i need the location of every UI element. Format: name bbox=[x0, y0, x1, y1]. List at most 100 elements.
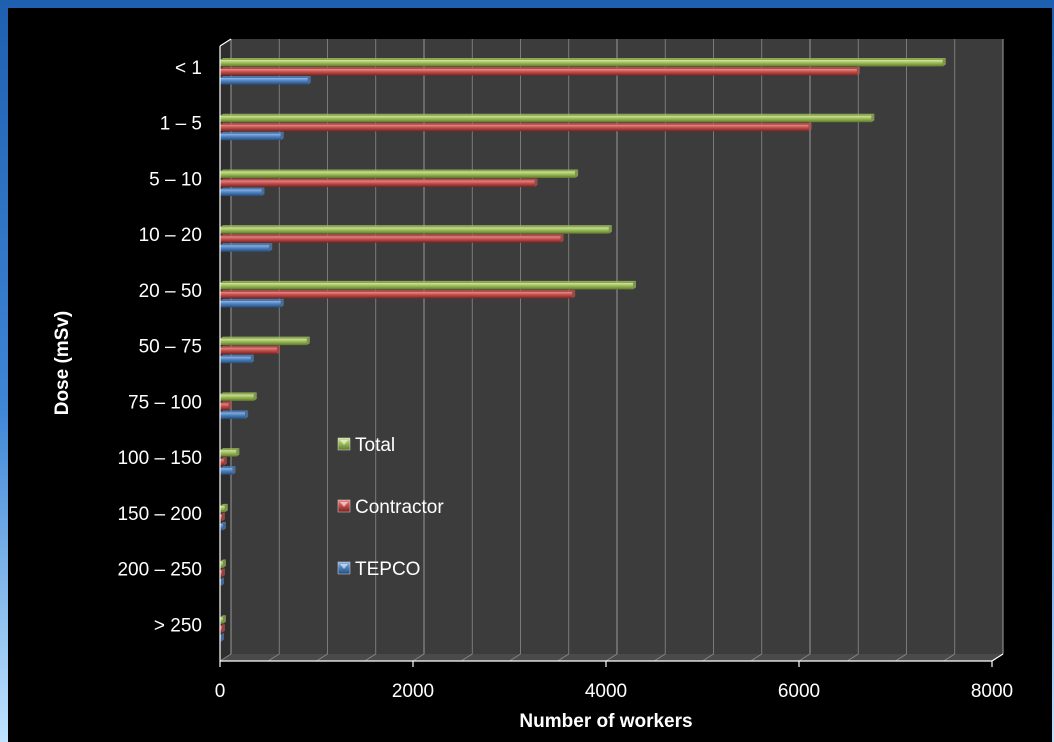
legend-swatch-shine bbox=[340, 440, 348, 445]
bar-total-5 bbox=[220, 338, 307, 346]
bar-tepco-8 bbox=[220, 523, 223, 531]
floor-gridline bbox=[412, 653, 425, 662]
bar-top-face bbox=[220, 76, 311, 78]
bar-end-face bbox=[253, 392, 257, 401]
bar-total-7 bbox=[220, 450, 237, 457]
bar-top-face bbox=[220, 280, 637, 283]
bar-top-face bbox=[220, 466, 236, 469]
bar-top-face bbox=[220, 354, 254, 357]
floor-gridline bbox=[798, 653, 811, 662]
bar-tepco-1 bbox=[220, 133, 281, 141]
x-axis-depth-line bbox=[991, 653, 1004, 662]
bar-end-face bbox=[276, 345, 280, 355]
bar-end-face bbox=[560, 234, 564, 243]
bar-end-face bbox=[222, 615, 226, 624]
bar-end-face bbox=[306, 336, 310, 346]
bar-end-face bbox=[245, 410, 249, 419]
floor-gridline bbox=[219, 653, 232, 662]
bar-end-face bbox=[228, 401, 232, 410]
x-tick-label: 6000 bbox=[778, 681, 820, 702]
bar-total-6 bbox=[220, 394, 254, 401]
floor-gridline bbox=[557, 653, 569, 662]
bar-tepco-5 bbox=[220, 356, 251, 364]
bar-top-face bbox=[220, 559, 226, 562]
bar-top-face bbox=[220, 336, 310, 339]
y-axis-depth-line bbox=[219, 38, 232, 47]
bar-top-face bbox=[220, 243, 273, 246]
bar-top-face bbox=[220, 131, 284, 134]
bar-contractor-6 bbox=[220, 403, 229, 410]
bar-end-face bbox=[575, 169, 579, 178]
bar-total-10 bbox=[220, 617, 223, 624]
bar-tepco-6 bbox=[220, 412, 246, 419]
bar-top-face bbox=[220, 345, 280, 348]
y-tick-label: 150 – 200 bbox=[117, 504, 202, 525]
bar-tepco-3 bbox=[220, 245, 270, 252]
bar-top-face bbox=[220, 67, 860, 69]
bar-top-face bbox=[220, 577, 224, 580]
bar-contractor-4 bbox=[220, 291, 573, 299]
bar-end-face bbox=[261, 187, 265, 196]
bar-top-face bbox=[220, 401, 232, 404]
floor-gridline bbox=[364, 653, 376, 662]
x-tick-label: 0 bbox=[215, 681, 226, 702]
bar-chart: < 1 1 – 5 5 – 10 10 – 20 20 – 50 50 – 75 75 – … bbox=[52, 38, 1013, 732]
bar-top-face bbox=[220, 392, 257, 395]
floor-gridline bbox=[461, 653, 473, 662]
bar-top-face bbox=[220, 234, 564, 237]
chart-area: < 1 1 – 5 5 – 10 10 – 20 20 – 50 50 – 75 75 – … bbox=[8, 8, 1052, 742]
bar-top-face bbox=[220, 178, 538, 181]
bar-contractor-1 bbox=[220, 124, 809, 132]
bar-end-face bbox=[232, 466, 236, 475]
bar-top-face bbox=[220, 503, 228, 506]
floor-gridline bbox=[750, 653, 762, 662]
bar-end-face bbox=[633, 280, 637, 290]
y-tick-label: 100 – 150 bbox=[117, 448, 202, 469]
bar-end-face bbox=[223, 457, 227, 466]
bar-contractor-10 bbox=[220, 626, 222, 633]
bar-top-face bbox=[220, 457, 227, 460]
legend-swatch-shine bbox=[340, 502, 348, 507]
bar-end-face bbox=[221, 568, 225, 578]
bar-total-2 bbox=[220, 171, 576, 178]
floor-gridline bbox=[268, 653, 280, 662]
bar-top-face bbox=[220, 512, 225, 515]
bar-total-0 bbox=[220, 60, 943, 67]
bar-end-face bbox=[220, 633, 224, 642]
bar-top-face bbox=[220, 615, 226, 618]
bar-tepco-7 bbox=[220, 468, 233, 475]
x-tick-label: 4000 bbox=[585, 681, 627, 702]
bar-end-face bbox=[856, 67, 860, 76]
bar-top-face bbox=[220, 122, 812, 125]
floor-gridline bbox=[509, 653, 521, 662]
y-tick-label: 20 – 50 bbox=[139, 281, 202, 302]
floor-gridline bbox=[316, 653, 328, 662]
bar-contractor-9 bbox=[220, 570, 222, 578]
bar-top-face bbox=[220, 448, 240, 451]
floor-gridline bbox=[943, 653, 955, 662]
bar-tepco-2 bbox=[220, 189, 262, 196]
bar-total-1 bbox=[220, 115, 872, 123]
bar-contractor-7 bbox=[220, 459, 224, 466]
bar-end-face bbox=[220, 577, 224, 587]
bar-top-face bbox=[220, 410, 249, 413]
floor-gridline bbox=[847, 653, 859, 662]
y-tick-label: 5 – 10 bbox=[149, 169, 202, 190]
floor-gridline bbox=[702, 653, 714, 662]
bar-end-face bbox=[280, 131, 284, 141]
y-axis-title: Dose (mSv) bbox=[52, 311, 73, 416]
y-tick-label: 200 – 250 bbox=[117, 560, 202, 581]
bar-end-face bbox=[250, 354, 254, 364]
bar-end-face bbox=[608, 225, 612, 234]
bar-end-face bbox=[221, 624, 225, 633]
bar-total-4 bbox=[220, 282, 634, 290]
y-tick-label: < 1 bbox=[175, 58, 202, 79]
floor-gridline bbox=[654, 653, 666, 662]
bar-top-face bbox=[220, 298, 284, 301]
floor-gridline bbox=[605, 653, 618, 662]
bar-total-3 bbox=[220, 227, 609, 234]
bar-contractor-0 bbox=[220, 69, 857, 76]
bar-end-face bbox=[871, 113, 875, 123]
bar-contractor-3 bbox=[220, 236, 561, 243]
bar-end-face bbox=[224, 503, 228, 513]
